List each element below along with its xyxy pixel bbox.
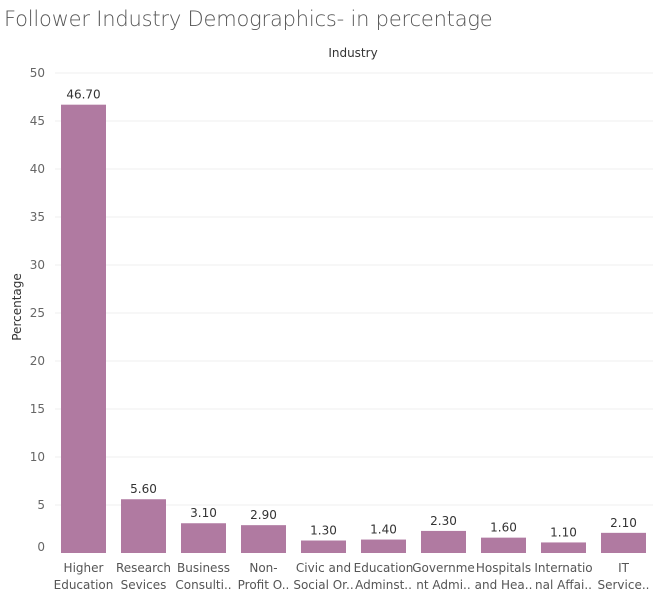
bars: [61, 104, 646, 554]
bar[interactable]: [241, 525, 286, 553]
y-tick-label: 50: [30, 66, 45, 80]
x-tick-label: Civic and: [296, 561, 351, 575]
bar[interactable]: [421, 530, 466, 553]
data-label: 2.30: [430, 514, 457, 528]
x-tick-label: Governme: [412, 561, 475, 575]
bar[interactable]: [601, 532, 646, 553]
y-axis-label: Percentage: [10, 273, 24, 341]
category-labels: HigherEducationResearchSevicesBusinessCo…: [54, 561, 650, 592]
x-tick-label: Education: [354, 561, 414, 575]
x-tick-label: nt Admi..: [416, 578, 470, 592]
y-tick-label: 10: [30, 450, 45, 464]
y-tick-label: 35: [30, 210, 45, 224]
data-label: 3.10: [190, 506, 217, 520]
y-tick-label: 5: [37, 498, 45, 512]
x-tick-label: Internatio: [534, 561, 592, 575]
data-label: 5.60: [130, 482, 157, 496]
bar[interactable]: [121, 499, 166, 553]
x-tick-label: Hospitals: [476, 561, 531, 575]
value-labels: 46.70 5.60 3.10 2.90 1.30 1.40 2.30 1.60 1.10 2.1…: [66, 88, 637, 540]
bar[interactable]: [541, 542, 586, 553]
data-label: 1.10: [550, 525, 577, 539]
x-tick-label: IT: [618, 561, 630, 575]
y-tick-label: 15: [30, 402, 45, 416]
column-header: Industry: [328, 46, 378, 60]
data-label: 1.30: [310, 524, 337, 538]
x-tick-label: Non-: [249, 561, 277, 575]
y-tick-label: 30: [30, 258, 45, 272]
y-tick-label: 45: [30, 114, 45, 128]
x-tick-label: Social Or..: [293, 578, 353, 592]
y-tick-label: 0: [37, 540, 45, 554]
x-tick-label: Business: [177, 561, 230, 575]
bar[interactable]: [61, 104, 106, 554]
x-tick-label: Consulti..: [175, 578, 231, 592]
data-label: 1.40: [370, 523, 397, 537]
x-tick-label: Profit O..: [238, 578, 290, 592]
x-tick-label: and Hea..: [475, 578, 533, 592]
x-tick-label: Higher: [64, 561, 104, 575]
data-label: 1.60: [490, 521, 517, 535]
x-tick-label: Education: [54, 578, 114, 592]
bar[interactable]: [301, 540, 346, 553]
y-axis: 0 5 10 15 20 25 30 35 40 45 50: [30, 66, 45, 554]
x-tick-label: Sevices: [121, 578, 167, 592]
bar[interactable]: [181, 523, 226, 553]
x-tick-label: nal Affai..: [535, 578, 592, 592]
x-tick-label: Research: [116, 561, 171, 575]
data-label: 46.70: [66, 88, 100, 102]
data-label: 2.10: [610, 516, 637, 530]
y-tick-label: 25: [30, 306, 45, 320]
x-tick-label: Service..: [598, 578, 650, 592]
chart-title: Follower Industry Demographics- in perce…: [4, 7, 493, 31]
data-label: 2.90: [250, 508, 277, 522]
bar[interactable]: [361, 539, 406, 553]
y-tick-label: 40: [30, 162, 45, 176]
gridlines: [55, 72, 653, 506]
x-tick-label: Adminst..: [355, 578, 412, 592]
y-tick-label: 20: [30, 354, 45, 368]
bar[interactable]: [481, 537, 526, 553]
